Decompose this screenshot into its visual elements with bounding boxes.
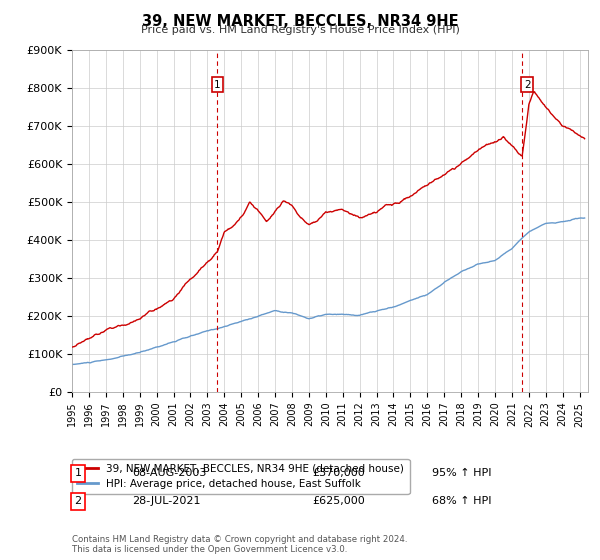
Text: 1: 1 [74,468,82,478]
Text: 1: 1 [214,80,221,90]
Text: 2: 2 [74,496,82,506]
Text: 95% ↑ HPI: 95% ↑ HPI [432,468,491,478]
Text: £370,000: £370,000 [312,468,365,478]
Text: Price paid vs. HM Land Registry's House Price Index (HPI): Price paid vs. HM Land Registry's House … [140,25,460,35]
Text: 28-JUL-2021: 28-JUL-2021 [132,496,200,506]
Text: 39, NEW MARKET, BECCLES, NR34 9HE: 39, NEW MARKET, BECCLES, NR34 9HE [142,14,458,29]
Text: £625,000: £625,000 [312,496,365,506]
Legend: 39, NEW MARKET, BECCLES, NR34 9HE (detached house), HPI: Average price, detached: 39, NEW MARKET, BECCLES, NR34 9HE (detac… [72,459,410,494]
Text: 2: 2 [524,80,530,90]
Text: 08-AUG-2003: 08-AUG-2003 [132,468,206,478]
Text: Contains HM Land Registry data © Crown copyright and database right 2024.
This d: Contains HM Land Registry data © Crown c… [72,535,407,554]
Text: 68% ↑ HPI: 68% ↑ HPI [432,496,491,506]
